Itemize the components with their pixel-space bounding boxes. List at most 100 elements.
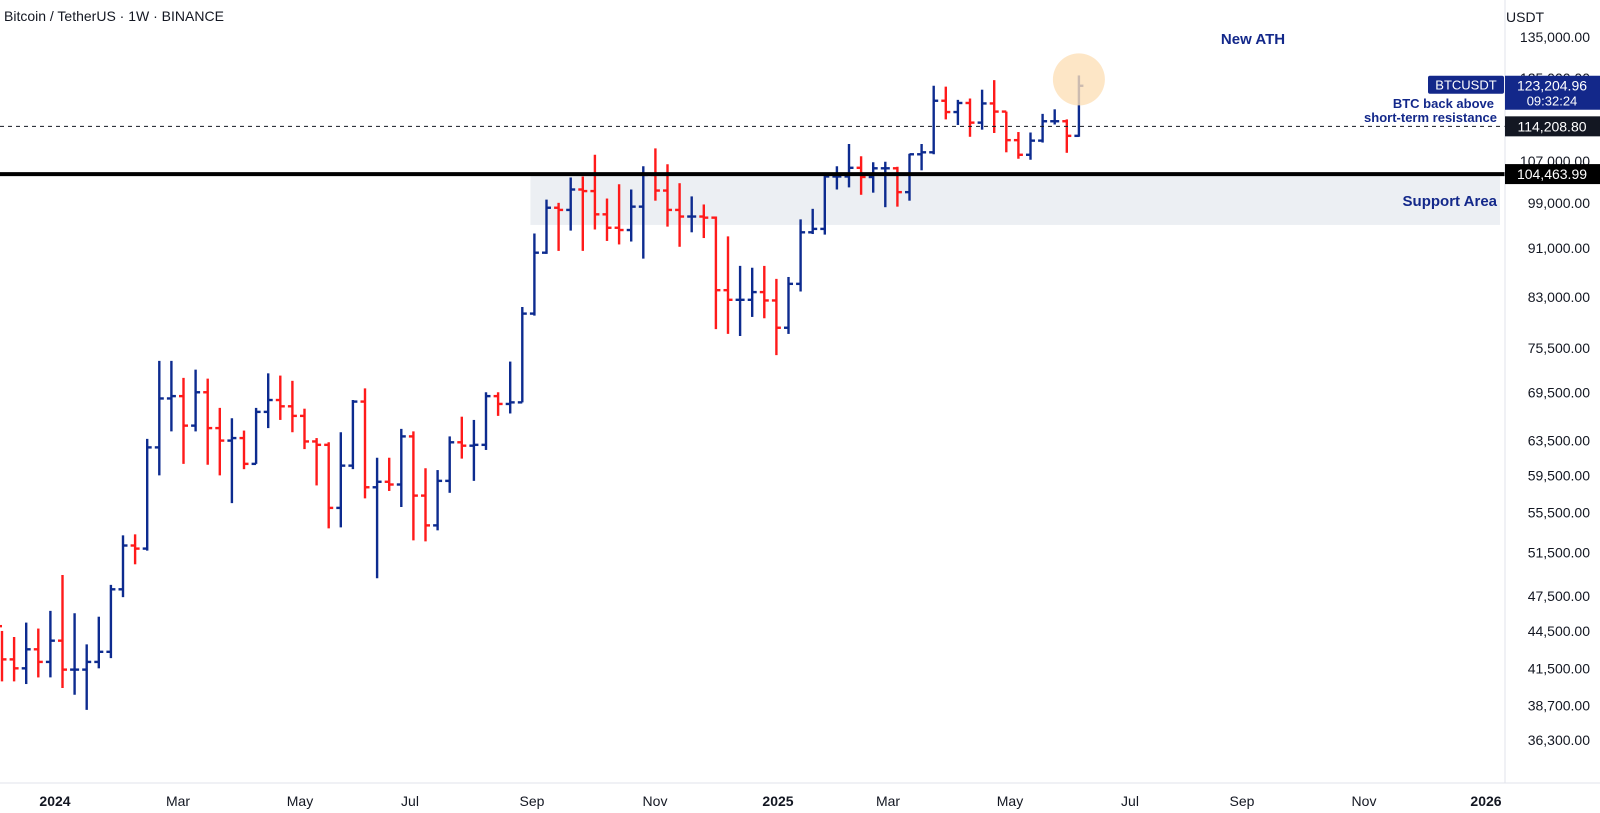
y-tick-label: 36,300.00 — [1528, 732, 1590, 748]
ohlc-bar — [166, 360, 176, 432]
y-tick-label: 75,500.00 — [1528, 340, 1590, 356]
ohlc-bar — [372, 457, 382, 579]
x-tick-label: Jul — [1121, 793, 1139, 809]
ohlc-bar — [808, 208, 818, 235]
ohlc-bar — [45, 610, 55, 678]
x-tick-label: Sep — [1230, 793, 1255, 809]
ohlc-bar — [784, 276, 793, 334]
y-tick-label: 59,500.00 — [1528, 467, 1590, 483]
ohlc-bar — [33, 628, 43, 678]
ohlc-bar — [905, 153, 914, 201]
ohlc-bar — [554, 202, 564, 251]
ath-annotation: New ATH — [1221, 31, 1285, 48]
ohlc-bar — [70, 613, 80, 695]
ohlc-bar — [747, 267, 757, 317]
ohlc-bar — [58, 575, 67, 689]
ohlc-bar — [106, 584, 116, 659]
time-axis[interactable] — [0, 783, 1505, 813]
ohlc-bar — [227, 418, 237, 504]
y-tick-label: 47,500.00 — [1528, 588, 1590, 604]
y-tick-label: 99,000.00 — [1528, 195, 1590, 211]
y-tick-label: 41,500.00 — [1528, 660, 1590, 676]
x-tick-label: Nov — [1352, 793, 1377, 809]
ohlc-bar — [953, 99, 963, 125]
ohlc-bar — [118, 535, 128, 598]
ohlc-bar — [324, 442, 334, 529]
ohlc-bar — [1026, 132, 1035, 160]
y-tick-label: 83,000.00 — [1528, 289, 1590, 305]
ohlc-bar — [735, 265, 745, 337]
ohlc-bar — [917, 144, 927, 171]
ohlc-bar — [336, 432, 346, 528]
ohlc-bar — [142, 438, 152, 551]
ohlc-bar — [529, 233, 539, 316]
ohlc-bar — [239, 430, 249, 470]
ohlc-bar — [94, 616, 104, 669]
ohlc-bar — [880, 161, 890, 208]
ohlc-bar — [203, 378, 213, 465]
ohlc-bar — [263, 373, 273, 429]
ohlc-bar — [989, 80, 999, 133]
y-tick-label: 55,500.00 — [1528, 505, 1590, 521]
ohlc-bar — [699, 204, 709, 239]
ohlc-bar — [348, 400, 358, 470]
ohlc-bar — [457, 416, 467, 459]
ohlc-bar — [9, 637, 19, 682]
y-tick-label: 44,500.00 — [1528, 623, 1590, 639]
x-tick-label: Jul — [401, 793, 419, 809]
ohlc-bar — [820, 174, 830, 235]
y-tick-label: 69,500.00 — [1528, 384, 1590, 400]
ohlc-bar — [844, 144, 854, 188]
x-tick-label: 2024 — [39, 793, 70, 809]
ohlc-bar — [505, 361, 515, 414]
ohlc-bar — [493, 392, 503, 416]
ohlc-bar — [759, 265, 769, 319]
ohlc-bar — [687, 196, 697, 233]
support-area — [530, 174, 1500, 225]
ohlc-bar — [602, 198, 612, 241]
x-tick-label: May — [997, 793, 1023, 809]
ath-highlight — [1052, 53, 1105, 106]
currency-label[interactable]: USDT — [1506, 9, 1545, 25]
support-area-label: Support Area — [1403, 193, 1498, 210]
ohlc-bar — [287, 380, 297, 433]
ohlc-bar — [1038, 113, 1048, 143]
ohlc-bar — [675, 183, 685, 247]
ohlc-bar — [421, 468, 430, 542]
symbol-title: Bitcoin / TetherUS · 1W · BINANCE — [4, 8, 224, 24]
y-tick-label: 51,500.00 — [1528, 545, 1590, 561]
ohlc-bar — [275, 375, 285, 420]
x-tick-label: 2026 — [1470, 793, 1501, 809]
ohlc-bar — [191, 369, 201, 432]
y-tick-label: 38,700.00 — [1528, 698, 1590, 714]
ohlc-bar — [154, 360, 164, 476]
ohlc-bar — [796, 219, 806, 292]
y-tick-label: 135,000.00 — [1520, 29, 1590, 45]
ohlc-bar — [977, 89, 987, 130]
ohlc-bar — [82, 644, 92, 710]
resistance-price-label: 114,208.80 — [1517, 118, 1586, 134]
ohlc-bar — [21, 622, 31, 685]
ohlc-bar — [771, 278, 781, 356]
ohlc-bar — [0, 624, 7, 682]
ohlc-bar — [614, 184, 624, 245]
ohlc-bar — [1062, 119, 1072, 153]
x-tick-label: May — [287, 793, 313, 809]
x-tick-label: Mar — [876, 793, 900, 809]
ohlc-bar — [832, 166, 842, 190]
ohlc-bar — [1050, 109, 1060, 125]
ohlc-bar — [469, 419, 479, 481]
ohlc-bar — [445, 436, 455, 493]
ohlc-bar — [130, 534, 140, 565]
ohlc-bar — [1013, 132, 1023, 159]
ohlc-bar — [360, 388, 370, 499]
ohlc-bar — [300, 408, 309, 450]
ohlc-bar — [965, 98, 975, 137]
y-tick-label: 63,500.00 — [1528, 433, 1590, 449]
ohlc-bar — [723, 236, 733, 334]
ohlc-bar — [312, 438, 322, 486]
support-price-label: 104,463.99 — [1517, 166, 1587, 182]
last-price-value: 123,204.96 — [1517, 78, 1587, 94]
ohlc-bar — [179, 377, 188, 464]
